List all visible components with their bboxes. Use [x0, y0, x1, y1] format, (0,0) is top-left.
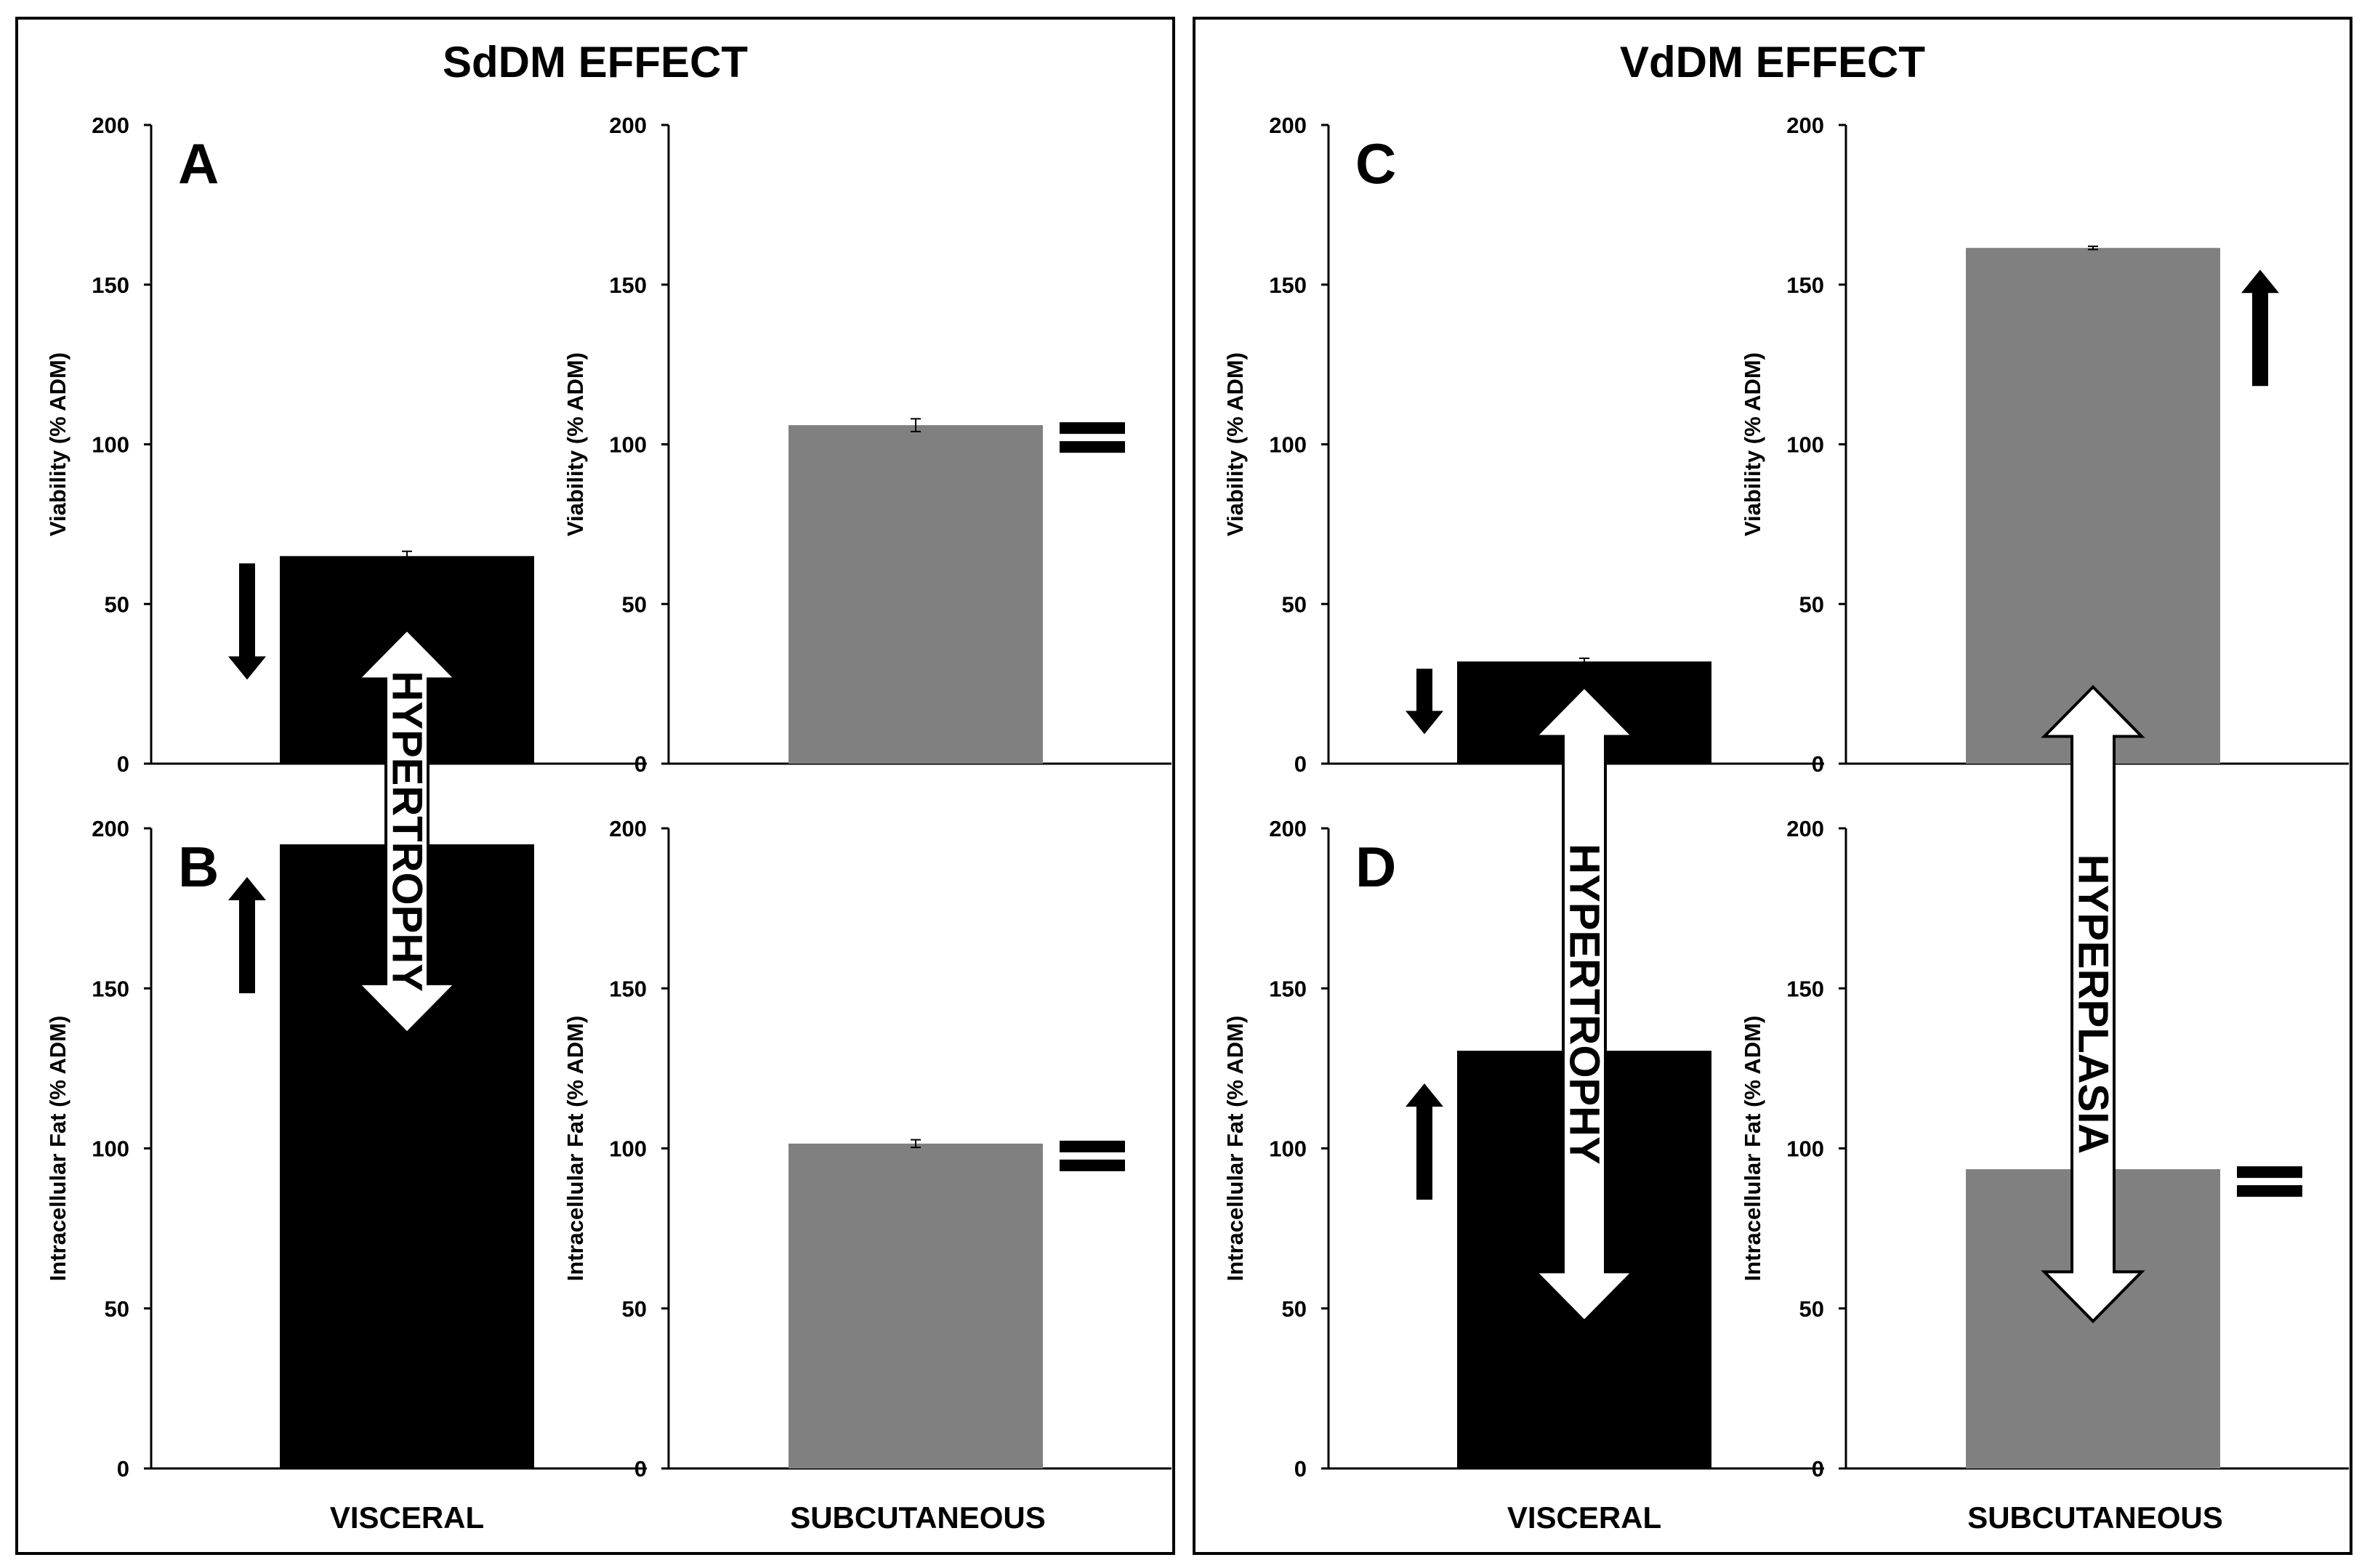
- category-label-subcutaneous-right: SUBCUTANEOUS: [1967, 1500, 2223, 1535]
- y-tick-label-b-visceral: 0: [117, 1456, 129, 1482]
- equal-sign-bottom-a-subcutaneous: [1060, 441, 1125, 453]
- change-arrow-down-c-visceral: [1406, 668, 1443, 735]
- y-tick-label-b-visceral: 50: [105, 1296, 129, 1322]
- equal-sign-bottom-b-subcutaneous: [1060, 1159, 1125, 1171]
- y-axis-label-a-visceral: Viability (% ADM): [45, 352, 70, 536]
- change-arrow-up-d-visceral: [1406, 1083, 1443, 1200]
- y-tick-label-d-visceral: 200: [1269, 816, 1307, 841]
- bar-a-subcutaneous: [789, 425, 1043, 764]
- y-tick-label-a-visceral: 100: [92, 432, 129, 458]
- y-tick-label-a-visceral: 50: [105, 591, 129, 617]
- panel-letter-a: A: [178, 132, 219, 195]
- y-tick-label-a-visceral: 150: [92, 272, 129, 298]
- y-tick-label-a-subcutaneous: 50: [622, 591, 647, 617]
- equal-sign-top-a-subcutaneous: [1060, 422, 1125, 435]
- y-tick-label-d-visceral: 0: [1294, 1456, 1307, 1482]
- y-axis-label-d-subcutaneous: Intracellular Fat (% ADM): [1740, 1016, 1765, 1282]
- panel-letter-c: C: [1355, 132, 1396, 195]
- change-arrow-up-b-visceral: [228, 877, 266, 994]
- y-tick-label-d-subcutaneous: 150: [1786, 976, 1824, 1001]
- y-tick-label-d-visceral: 150: [1269, 976, 1307, 1001]
- y-tick-label-b-visceral: 150: [92, 976, 129, 1001]
- y-tick-label-d-subcutaneous: 0: [1812, 1456, 1824, 1482]
- equal-sign-top-d-subcutaneous: [2237, 1166, 2302, 1179]
- y-tick-label-b-subcutaneous: 100: [609, 1136, 647, 1162]
- y-axis-label-d-visceral: Intracellular Fat (% ADM): [1222, 1016, 1248, 1282]
- double-arrow-hyperplasia-2: [2041, 684, 2145, 1324]
- y-tick-label-c-visceral: 200: [1269, 113, 1307, 138]
- panel-title-sddm: SdDM EFFECT: [443, 38, 748, 86]
- y-tick-label-c-subcutaneous: 100: [1786, 432, 1824, 458]
- change-arrow-down-a-visceral: [228, 563, 266, 680]
- y-axis-label-a-subcutaneous: Viability (% ADM): [562, 352, 588, 536]
- y-tick-label-d-visceral: 50: [1282, 1296, 1307, 1322]
- y-tick-label-b-subcutaneous: 150: [609, 976, 647, 1001]
- y-tick-label-b-subcutaneous: 0: [634, 1456, 647, 1482]
- y-tick-label-c-visceral: 150: [1269, 272, 1307, 298]
- y-tick-label-c-visceral: 100: [1269, 432, 1307, 458]
- y-tick-label-c-subcutaneous: 200: [1786, 113, 1824, 138]
- panel-letter-b: B: [178, 835, 219, 899]
- y-tick-label-c-visceral: 50: [1282, 591, 1307, 617]
- y-axis-label-b-visceral: Intracellular Fat (% ADM): [45, 1016, 70, 1282]
- y-tick-label-a-subcutaneous: 150: [609, 272, 647, 298]
- y-tick-label-d-visceral: 100: [1269, 1136, 1307, 1162]
- y-tick-label-c-subcutaneous: 150: [1786, 272, 1824, 298]
- category-label-visceral-right: VISCERAL: [1507, 1500, 1661, 1535]
- equal-sign-top-b-subcutaneous: [1060, 1140, 1125, 1152]
- category-label-subcutaneous-left: SUBCUTANEOUS: [790, 1500, 1046, 1535]
- equal-sign-bottom-d-subcutaneous: [2237, 1185, 2302, 1197]
- y-tick-label-b-subcutaneous: 50: [622, 1296, 647, 1322]
- annotations-layer: HYPERTROPHY HYPERTROPHY HYPERPLASIA: [355, 627, 2145, 1324]
- y-axis-label-c-subcutaneous: Viability (% ADM): [1740, 352, 1765, 536]
- y-tick-label-a-visceral: 0: [117, 751, 129, 777]
- double-arrow-hyperplasia-2-label: HYPERPLASIA: [2070, 854, 2117, 1155]
- double-arrow-hypertrophy-0: [355, 627, 459, 1035]
- double-arrow-hypertrophy-1: [1532, 684, 1637, 1324]
- y-tick-label-a-subcutaneous: 100: [609, 432, 647, 458]
- y-tick-label-d-subcutaneous: 50: [1799, 1296, 1824, 1322]
- y-tick-label-a-subcutaneous: 200: [609, 113, 647, 138]
- y-tick-label-b-visceral: 100: [92, 1136, 129, 1162]
- y-tick-label-a-visceral: 200: [92, 113, 129, 138]
- panel-letter-d: D: [1355, 835, 1396, 899]
- y-tick-label-d-subcutaneous: 200: [1786, 816, 1824, 841]
- y-tick-label-b-subcutaneous: 200: [609, 816, 647, 841]
- y-axis-label-c-visceral: Viability (% ADM): [1222, 352, 1248, 536]
- panel-frame-sddm: [15, 17, 1175, 1555]
- category-label-visceral-left: VISCERAL: [330, 1500, 484, 1535]
- y-tick-label-d-subcutaneous: 100: [1786, 1136, 1824, 1162]
- y-tick-label-c-subcutaneous: 50: [1799, 591, 1824, 617]
- double-arrow-hypertrophy-1-label: HYPERTROPHY: [1561, 844, 1608, 1165]
- panel-title-vddm: VdDM EFFECT: [1620, 38, 1925, 86]
- y-tick-label-c-visceral: 0: [1294, 751, 1307, 777]
- y-tick-label-a-subcutaneous: 0: [634, 751, 647, 777]
- bar-c-subcutaneous: [1966, 248, 2220, 764]
- change-arrow-up-c-subcutaneous: [2241, 270, 2279, 387]
- y-tick-label-b-visceral: 200: [92, 816, 129, 841]
- bar-b-subcutaneous: [789, 1143, 1043, 1468]
- y-axis-label-b-subcutaneous: Intracellular Fat (% ADM): [562, 1016, 588, 1282]
- panel-frame-vddm: [1193, 17, 2352, 1555]
- y-tick-label-c-subcutaneous: 0: [1812, 751, 1824, 777]
- double-arrow-hypertrophy-0-label: HYPERTROPHY: [384, 671, 431, 992]
